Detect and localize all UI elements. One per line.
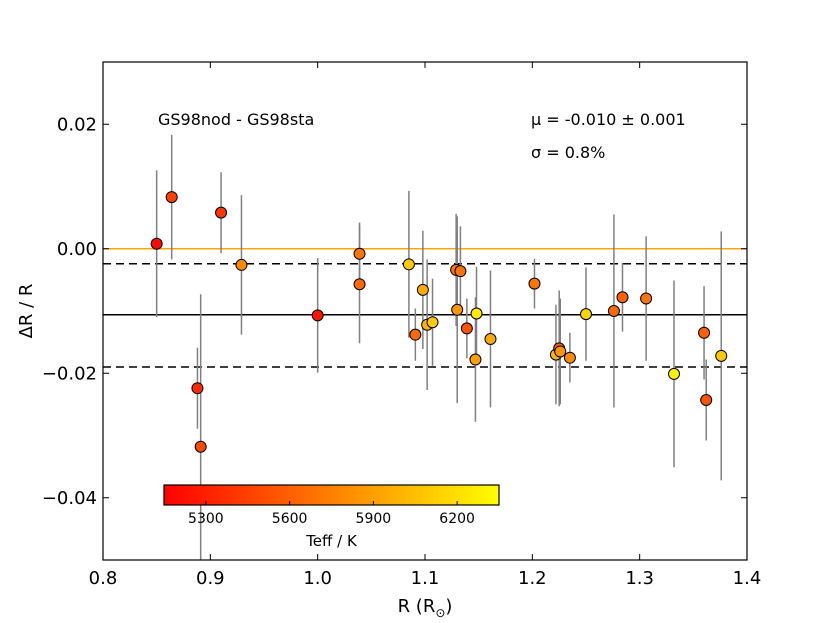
data-point-31	[698, 326, 711, 339]
data-point-30	[668, 367, 681, 380]
x-tick-label: 1.0	[303, 568, 332, 589]
data-point-17	[460, 322, 473, 335]
x-tick-label: 1.2	[518, 568, 547, 589]
data-point-4	[215, 206, 228, 219]
colorbar-title: Teff / K	[305, 532, 358, 550]
colorbar-ticks: 5300 5600 5900 6200	[188, 501, 475, 527]
data-point-1	[165, 191, 178, 204]
data-point-13	[426, 316, 439, 329]
x-tick-label: 1.4	[733, 568, 762, 589]
annotation-comparison: GS98nod - GS98sta	[158, 110, 314, 129]
colorbar-tick-label: 5900	[356, 511, 392, 527]
colorbar: 5300 5600 5900 6200 Teff / K	[163, 484, 500, 550]
data-point-28	[616, 291, 629, 304]
x-axis-label-text: R (R	[398, 596, 436, 617]
colorbar-tick-label: 6200	[439, 511, 475, 527]
data-point-21	[528, 277, 541, 290]
x-axis-label: R (R⊙)	[398, 596, 453, 620]
data-point-6	[311, 309, 324, 322]
data-point-9	[402, 258, 415, 271]
x-tick-label: 0.8	[89, 568, 118, 589]
colorbar-gradient	[163, 484, 500, 506]
data-point-7	[353, 247, 366, 260]
data-point-18	[469, 353, 482, 366]
y-axis-label: ΔR / R	[16, 284, 37, 339]
data-point-11	[416, 283, 429, 296]
y-tick-label: −0.04	[42, 488, 97, 509]
data-point-29	[640, 292, 653, 305]
data-point-19	[470, 307, 483, 320]
y-tick-label: 0.00	[57, 239, 97, 260]
data-point-10	[409, 328, 422, 341]
data-point-5	[235, 258, 248, 271]
colorbar-tick-label: 5300	[188, 511, 224, 527]
x-axis-ticks: 0.8 0.9 1.0 1.1 1.2 1.3 1.4	[89, 62, 762, 589]
reference-lines	[103, 248, 747, 368]
y-tick-label: −0.02	[42, 363, 97, 384]
y-axis-ticks: −0.04 −0.02 0.00 0.02	[42, 114, 747, 509]
data-point-24	[554, 345, 567, 358]
data-point-3	[194, 440, 207, 453]
data-point-2	[191, 382, 204, 395]
data-point-33	[715, 349, 728, 362]
data-point-20	[484, 333, 497, 346]
x-tick-label: 0.9	[196, 568, 225, 589]
colorbar-tick-label: 5600	[272, 511, 308, 527]
x-tick-label: 1.3	[625, 568, 654, 589]
data-point-27	[607, 305, 620, 317]
data-point-16	[454, 265, 467, 278]
y-tick-label: 0.02	[57, 114, 97, 135]
data-point-0	[150, 237, 163, 250]
annotation-sigma: σ = 0.8%	[531, 143, 605, 162]
data-point-15	[451, 303, 464, 316]
data-point-32	[700, 394, 713, 407]
data-point-8	[353, 278, 366, 291]
data-points	[150, 191, 728, 453]
annotation-mean: μ = -0.010 ± 0.001	[531, 110, 686, 129]
x-axis-label-subscript: ⊙	[435, 606, 445, 620]
data-point-25	[563, 351, 576, 364]
x-tick-label: 1.1	[411, 568, 440, 589]
data-point-26	[580, 308, 592, 321]
x-axis-label-close: )	[445, 596, 452, 617]
